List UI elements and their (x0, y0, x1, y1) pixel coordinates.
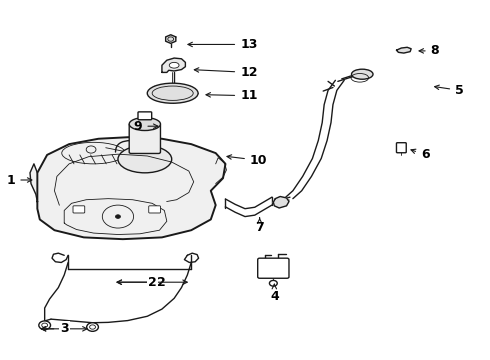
Polygon shape (162, 58, 185, 72)
Ellipse shape (129, 118, 160, 131)
FancyBboxPatch shape (138, 112, 152, 120)
Text: 3: 3 (60, 322, 69, 335)
Ellipse shape (351, 69, 373, 79)
Ellipse shape (169, 62, 179, 68)
Ellipse shape (270, 280, 277, 286)
Ellipse shape (116, 215, 121, 219)
Polygon shape (166, 35, 176, 43)
Polygon shape (30, 164, 37, 202)
Text: 9: 9 (134, 120, 158, 133)
FancyBboxPatch shape (258, 258, 289, 278)
FancyBboxPatch shape (73, 206, 85, 213)
Text: 7: 7 (255, 218, 264, 234)
Text: 11: 11 (206, 89, 258, 102)
Text: 1: 1 (6, 174, 32, 186)
Ellipse shape (118, 145, 172, 173)
Text: 5: 5 (435, 84, 464, 97)
Text: 2: 2 (117, 276, 166, 289)
Text: 10: 10 (227, 154, 268, 167)
FancyBboxPatch shape (149, 206, 160, 213)
FancyBboxPatch shape (396, 143, 406, 153)
FancyBboxPatch shape (129, 124, 160, 153)
Ellipse shape (147, 83, 198, 103)
Polygon shape (37, 137, 225, 239)
Text: 4: 4 (270, 284, 279, 303)
Polygon shape (273, 197, 289, 208)
Text: 12: 12 (195, 66, 258, 79)
Polygon shape (216, 158, 226, 184)
Text: 6: 6 (411, 148, 430, 161)
Polygon shape (396, 47, 411, 53)
Ellipse shape (39, 321, 50, 329)
Text: 8: 8 (419, 44, 440, 57)
Text: 13: 13 (188, 38, 257, 51)
Ellipse shape (87, 323, 98, 331)
Text: 2: 2 (148, 276, 156, 289)
Text: 3: 3 (41, 322, 68, 335)
